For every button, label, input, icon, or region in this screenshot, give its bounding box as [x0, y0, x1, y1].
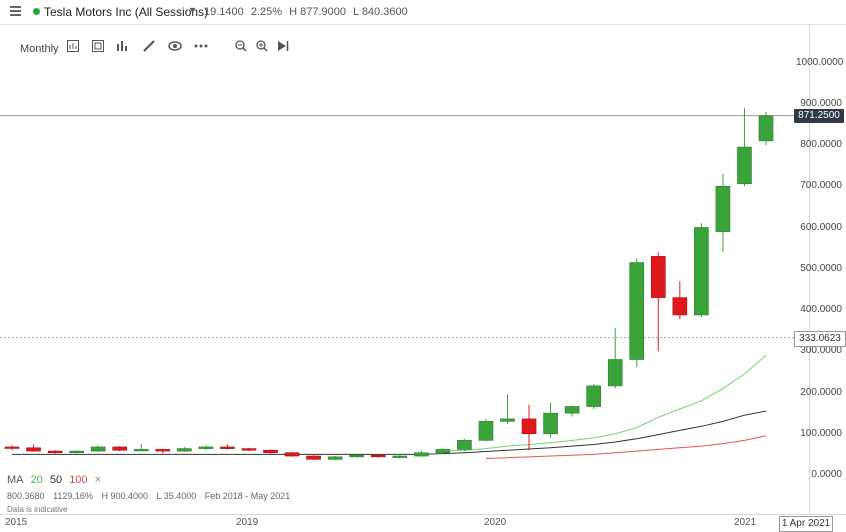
close-icon[interactable]: ×: [94, 474, 102, 486]
candle: [112, 446, 128, 451]
zoom-out-icon[interactable]: [235, 40, 247, 56]
candle: [500, 418, 515, 422]
draw-icon[interactable]: [143, 40, 155, 56]
candle: [133, 449, 149, 452]
stats-value: 800.3680: [7, 491, 45, 501]
more-icon[interactable]: [194, 40, 208, 56]
y-tick-label: 700.0000: [800, 180, 842, 192]
ma-100-label[interactable]: 100: [69, 474, 88, 486]
candle: [758, 115, 774, 142]
candle: [392, 455, 408, 458]
y-tick-label: 600.0000: [800, 221, 842, 233]
candle: [90, 446, 106, 452]
x-tick-label: 2021: [734, 517, 757, 528]
y-tick-label: 100.0000: [800, 427, 842, 439]
stats-range: Feb 2018 - May 2021: [204, 491, 291, 501]
candle: [650, 256, 666, 298]
y-tick-label: 300.0000: [800, 345, 842, 357]
candle: [26, 447, 41, 452]
ma-50-label[interactable]: 50: [49, 474, 63, 486]
high-value: H 877.9000: [289, 6, 346, 18]
candle: [370, 454, 386, 458]
zoom-in-icon[interactable]: [256, 40, 268, 56]
candle: [69, 450, 84, 454]
candles-settings-icon[interactable]: [67, 40, 79, 56]
candle: [327, 456, 343, 460]
candle: [672, 297, 688, 316]
chevron-down-icon[interactable]: ▼: [188, 5, 197, 15]
x-tick-label: 2020: [484, 517, 507, 528]
ma-50-line: [12, 410, 767, 455]
instrument-selector[interactable]: Tesla Motors Inc (All Sessions): [44, 5, 209, 19]
crosshair-price-badge: 333.0623: [794, 330, 846, 347]
y-tick-label: 0.0000: [811, 469, 842, 480]
candle: [284, 452, 300, 457]
chart-type-icon[interactable]: [116, 40, 128, 56]
y-tick-label: 1000.0000: [796, 56, 844, 68]
candle: [478, 421, 494, 441]
play-icon[interactable]: [277, 40, 289, 56]
candle: [263, 449, 278, 454]
candle: [435, 449, 451, 454]
x-tick-label: 2015: [5, 517, 28, 528]
ma-legend[interactable]: MA 20 50 100 ×: [7, 474, 105, 486]
y-tick-label: 900.0000: [800, 97, 842, 109]
candle: [241, 448, 257, 451]
change-value: 19.1400: [204, 6, 244, 18]
candle: [47, 450, 63, 454]
header-bar: Tesla Motors Inc (All Sessions) ▼ 19.140…: [0, 0, 846, 25]
candle: [306, 455, 321, 460]
candle: [737, 146, 752, 185]
y-tick-label: 800.0000: [800, 139, 842, 150]
candle: [155, 449, 171, 452]
candle: [198, 446, 214, 449]
candle: [414, 452, 429, 457]
crosshair-date-badge: 1 Apr 2021: [779, 516, 833, 532]
candle: [349, 454, 364, 458]
range-stats: 800.3680 1129.16% H 900.4000 L 35.4000 F…: [7, 491, 296, 501]
ma-100-line: [485, 435, 767, 459]
candle: [457, 440, 472, 450]
y-tick-label: 200.0000: [800, 386, 842, 398]
candle: [564, 406, 580, 414]
last-price-badge: 871.2500: [794, 108, 844, 123]
candle: [607, 359, 623, 387]
y-tick-label: 500.0000: [800, 262, 842, 274]
change-pct: 2.25%: [250, 6, 283, 18]
candle: [586, 385, 601, 407]
candle: [715, 185, 731, 232]
compare-icon[interactable]: [92, 40, 104, 56]
interval-selector[interactable]: Monthly: [20, 43, 59, 55]
visibility-icon[interactable]: [168, 40, 182, 56]
candle: [220, 446, 235, 449]
candlestick-chart[interactable]: [0, 24, 846, 514]
live-status-icon: [33, 8, 40, 15]
candle: [521, 418, 537, 435]
ma-20-label[interactable]: 20: [30, 474, 43, 486]
candle: [177, 448, 192, 452]
stats-pct: 1129.16%: [53, 491, 93, 501]
data-note: Data is indicative: [7, 505, 68, 514]
candle: [543, 412, 558, 435]
candle: [629, 262, 645, 360]
time-axis-line: [0, 514, 846, 515]
candle: [694, 227, 709, 316]
ma-label: MA: [7, 474, 24, 486]
stats-high: H 900.4000: [101, 491, 148, 501]
ma-20-line: [442, 355, 767, 452]
quote-summary: 19.1400 2.25% H 877.9000 L 840.3600: [204, 6, 412, 18]
menu-icon[interactable]: [10, 6, 21, 16]
stats-low: L 35.4000: [156, 491, 197, 501]
price-axis-line: [809, 24, 810, 514]
y-tick-label: 400.0000: [800, 304, 842, 315]
low-value: L 840.3600: [353, 6, 408, 18]
candle: [4, 446, 20, 449]
x-tick-label: 2019: [236, 517, 259, 528]
